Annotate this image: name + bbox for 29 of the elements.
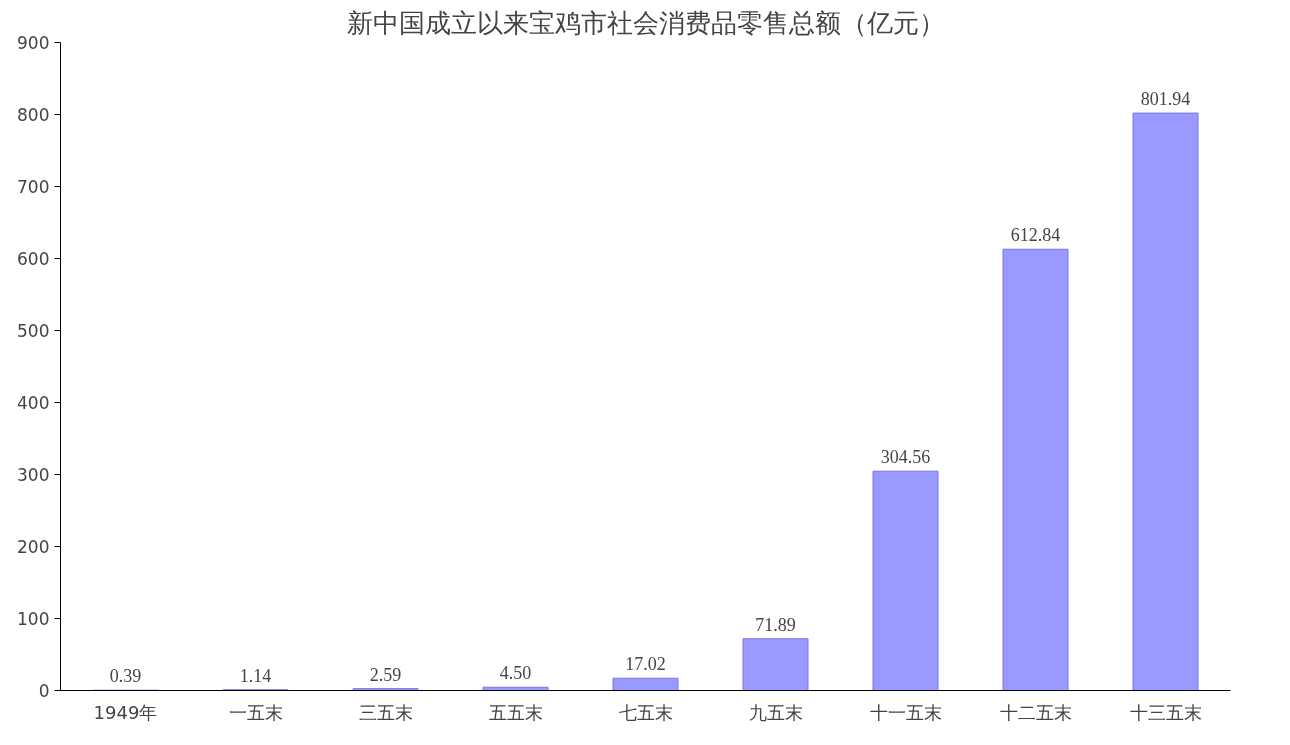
y-tick-label: 100 (17, 609, 50, 629)
x-tick-label: 三五末 (358, 701, 413, 723)
x-tick-label: 十二五末 (999, 701, 1072, 723)
x-tick-label: 十一五末 (869, 701, 942, 723)
y-tick-label: 900 (17, 33, 50, 53)
x-tick-label: 九五末 (748, 701, 803, 723)
x-tick-label: 一五末 (228, 701, 283, 723)
y-tick-label: 400 (17, 393, 50, 413)
data-label: 1.14 (239, 665, 272, 686)
y-tick-label: 800 (17, 105, 50, 125)
data-label: 0.39 (109, 666, 142, 687)
x-tick-label: 1949年 (93, 701, 158, 723)
data-label: 4.50 (499, 663, 532, 684)
data-label: 304.56 (880, 447, 931, 468)
data-label: 17.02 (625, 654, 666, 675)
y-tick-label: 500 (17, 321, 50, 341)
y-tick-label: 0 (38, 681, 50, 701)
x-tick-label: 七五末 (618, 701, 673, 723)
y-tick-label: 600 (17, 249, 50, 269)
y-tick-label: 700 (17, 177, 50, 197)
y-tick-label: 300 (17, 465, 50, 485)
y-tick-label: 200 (17, 537, 50, 557)
data-label: 612.84 (1010, 225, 1061, 246)
x-tick-label: 十三五末 (1129, 701, 1202, 723)
chart-title: 新中国成立以来宝鸡市社会消费品零售总额（亿元） (346, 7, 945, 38)
x-tick-label: 五五末 (488, 701, 543, 723)
data-label: 801.94 (1140, 89, 1191, 110)
data-label: 71.89 (755, 614, 796, 635)
data-label: 2.59 (369, 664, 402, 685)
